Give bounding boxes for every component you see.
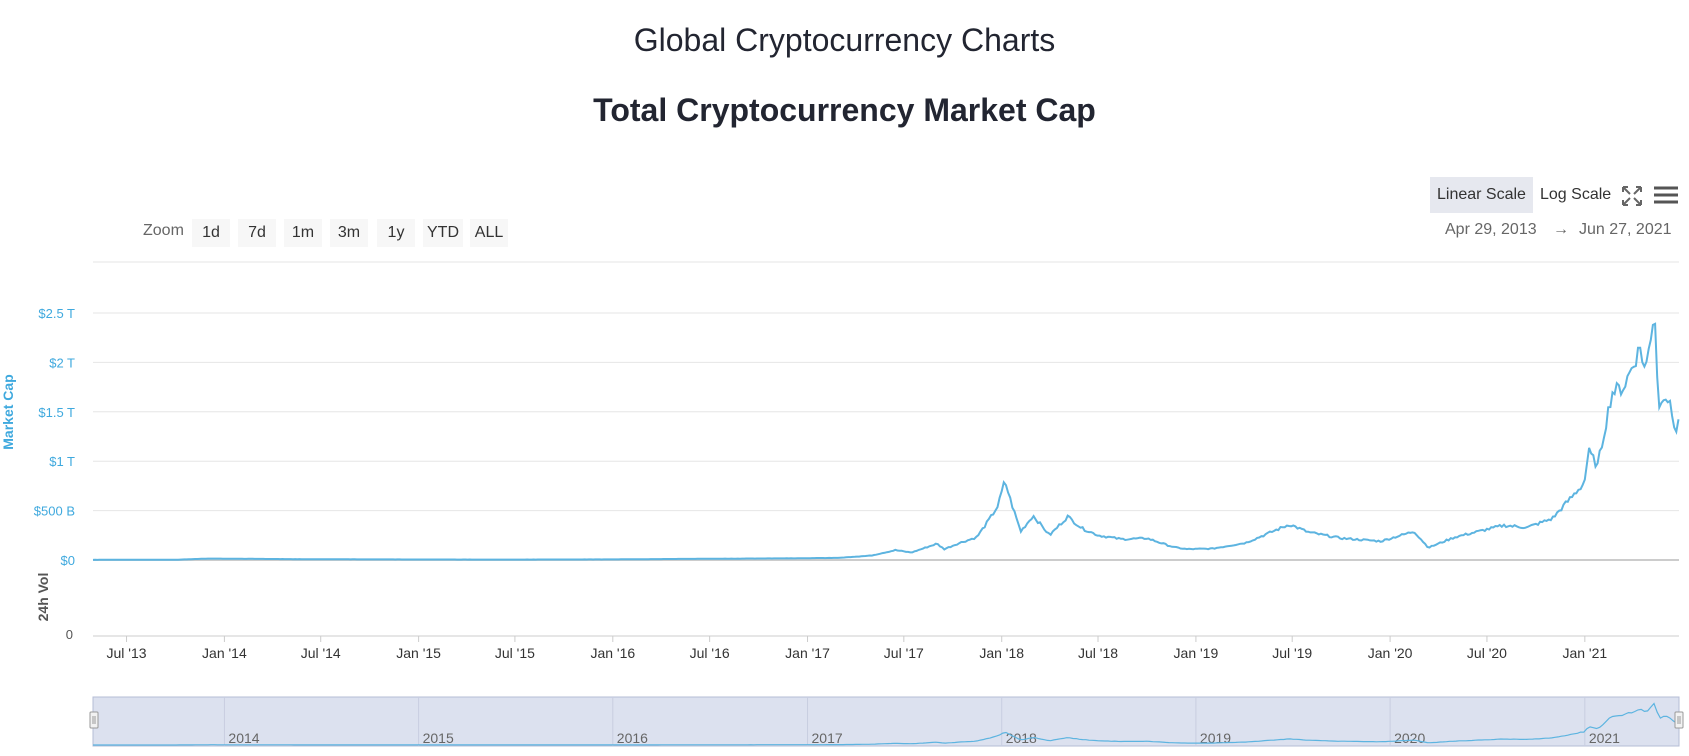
navigator-left-handle[interactable] xyxy=(89,711,99,729)
volume-tick-0: 0 xyxy=(66,627,73,642)
log-scale-button[interactable]: Log Scale xyxy=(1540,186,1612,203)
x-tick-label: Jul '15 xyxy=(495,645,535,661)
navigator-year-label: 2016 xyxy=(617,730,648,746)
zoom-all-button[interactable]: ALL xyxy=(470,219,508,247)
navigator-year-label: 2021 xyxy=(1589,730,1620,746)
zoom-1d-button[interactable]: 1d xyxy=(192,219,230,247)
range-from[interactable]: Apr 29, 2013 xyxy=(1445,221,1537,238)
x-tick-label: Jan '19 xyxy=(1174,645,1219,661)
zoom-ytd-button[interactable]: YTD xyxy=(423,219,463,247)
x-tick-label: Jul '14 xyxy=(301,645,341,661)
gridlines xyxy=(93,261,1679,561)
navigator-right-handle[interactable] xyxy=(1674,711,1684,729)
y-tick-label: $500 B xyxy=(34,504,75,519)
x-tick-label: Jan '16 xyxy=(590,645,635,661)
menu-icon[interactable] xyxy=(1650,178,1682,212)
zoom-3m-button[interactable]: 3m xyxy=(330,219,368,247)
y-axis-label: Market Cap xyxy=(0,374,16,449)
y-tick-label: $1.5 T xyxy=(38,405,75,420)
x-axis-ticks: Jul '13 Jan '14 Jul '14 Jan '15 Jul '15 Jan '… xyxy=(107,636,1607,661)
navigator-year-label: 2020 xyxy=(1394,730,1425,746)
x-tick-label: Jul '18 xyxy=(1078,645,1118,661)
x-tick-label: Jan '20 xyxy=(1368,645,1413,661)
x-tick-label: Jan '18 xyxy=(979,645,1024,661)
x-tick-label: Jul '17 xyxy=(884,645,924,661)
zoom-label: Zoom xyxy=(143,222,184,239)
navigator-line xyxy=(93,702,1677,746)
fullscreen-icon[interactable] xyxy=(1616,178,1648,212)
linear-scale-button[interactable]: Linear Scale xyxy=(1430,177,1533,213)
market-cap-line xyxy=(92,322,1680,561)
navigator-range[interactable] xyxy=(92,696,1680,747)
navigator-year-label: 2014 xyxy=(228,730,259,746)
range-to[interactable]: Jun 27, 2021 xyxy=(1579,221,1672,238)
zoom-1y-button[interactable]: 1y xyxy=(377,219,415,247)
volume-axis-label: 24h Vol xyxy=(35,573,51,622)
page-title: Global Cryptocurrency Charts xyxy=(633,22,1056,58)
navigator-year-label: 2017 xyxy=(812,730,843,746)
zoom-1m-button[interactable]: 1m xyxy=(284,219,322,247)
y-tick-label: $0 xyxy=(61,553,75,568)
x-tick-label: Jan '21 xyxy=(1562,645,1607,661)
y-tick-label: $2.5 T xyxy=(38,306,75,321)
navigator-year-label: 2018 xyxy=(1006,730,1037,746)
x-tick-label: Jan '14 xyxy=(202,645,247,661)
range-arrow: → xyxy=(1553,221,1569,238)
navigator[interactable]: 2014 2015 2016 2017 2018 2019 2020 2021 xyxy=(89,696,1684,747)
x-tick-label: Jul '13 xyxy=(107,645,147,661)
y-tick-label: $1 T xyxy=(49,454,75,469)
x-tick-label: Jul '20 xyxy=(1467,645,1507,661)
y-axis-ticks: $0 $500 B $1 T $1.5 T $2 T $2.5 T xyxy=(34,306,75,568)
zoom-7d-button[interactable]: 7d xyxy=(238,219,276,247)
x-tick-label: Jan '15 xyxy=(396,645,441,661)
navigator-year-label: 2015 xyxy=(423,730,454,746)
y-tick-label: $2 T xyxy=(49,355,75,370)
x-tick-label: Jul '16 xyxy=(690,645,730,661)
x-tick-label: Jan '17 xyxy=(785,645,830,661)
chart-title: Total Cryptocurrency Market Cap xyxy=(593,92,1096,128)
x-tick-label: Jul '19 xyxy=(1272,645,1312,661)
navigator-year-label: 2019 xyxy=(1200,730,1231,746)
